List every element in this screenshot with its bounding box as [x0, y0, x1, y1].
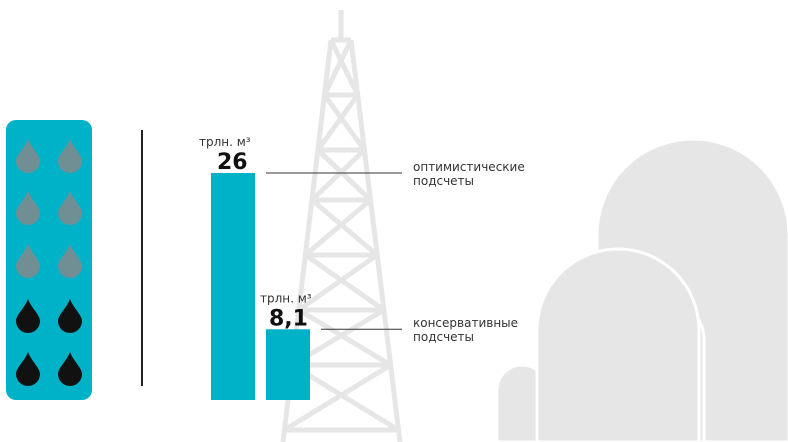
- tower-brace: [283, 362, 392, 433]
- tower-brace: [297, 252, 379, 313]
- tower-brace: [315, 93, 360, 152]
- drop: [16, 352, 40, 386]
- drops: [16, 139, 82, 386]
- tower-brace: [322, 93, 367, 152]
- value-label: 26: [217, 150, 248, 175]
- tower-leg: [348, 39, 403, 442]
- drop: [58, 352, 82, 386]
- tower-brace: [328, 38, 360, 97]
- bar: [266, 329, 310, 400]
- drop: [16, 191, 40, 225]
- tower-brace: [310, 198, 379, 257]
- drop: [16, 244, 40, 278]
- bar: [211, 173, 255, 400]
- drop: [16, 139, 40, 173]
- drop: [58, 299, 82, 333]
- drop: [58, 244, 82, 278]
- tower-brace: [322, 38, 354, 97]
- category-label: оптимистические подсчеты: [413, 160, 525, 189]
- unit-label: трлн. м³: [260, 291, 312, 305]
- tower-brace: [310, 148, 367, 202]
- value-label: 8,1: [269, 306, 308, 331]
- tower-brace: [303, 198, 373, 257]
- unit-label: трлн. м³: [199, 135, 251, 149]
- tower-brace: [316, 148, 373, 202]
- category-label: консервативные подсчеты: [413, 316, 519, 345]
- drop: [16, 299, 40, 333]
- background-art: [495, 137, 788, 442]
- tower-brace: [303, 252, 386, 313]
- drop: [58, 139, 82, 173]
- tower-brace: [297, 307, 392, 368]
- drop: [58, 191, 82, 225]
